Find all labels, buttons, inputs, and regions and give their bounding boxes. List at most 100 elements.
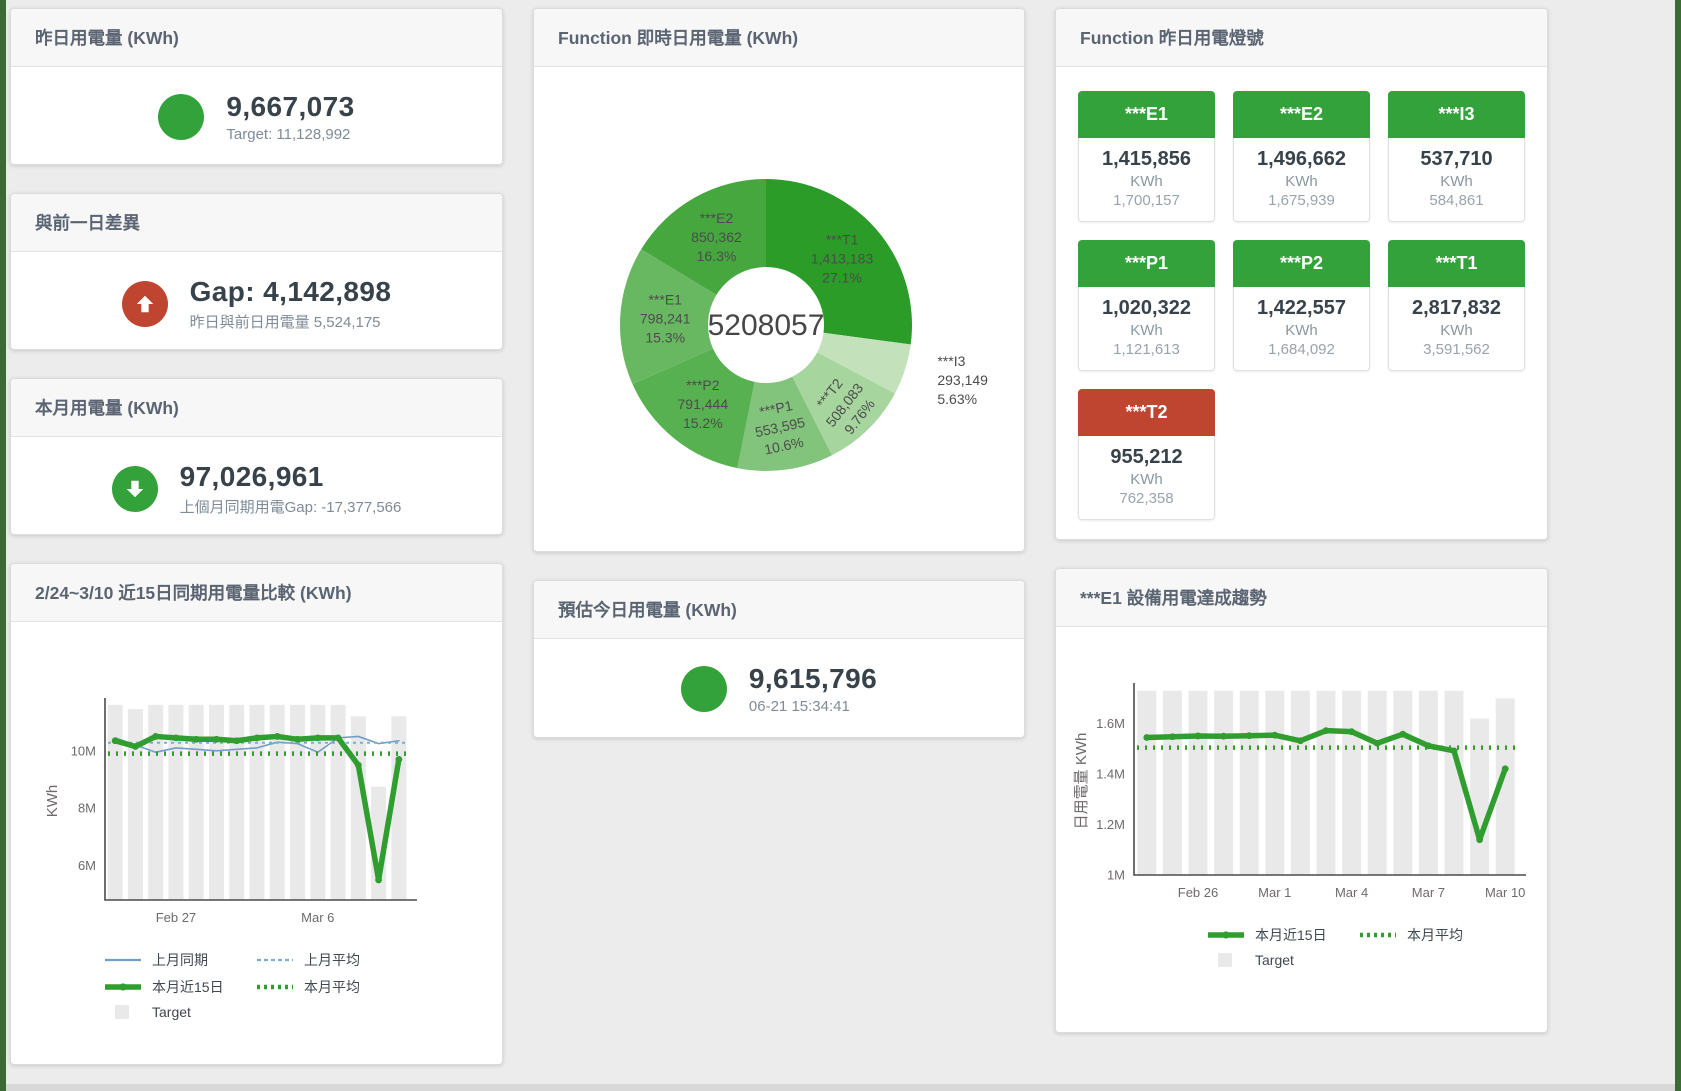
light-tile-P2[interactable]: ***P2 1,422,557 KWh 1,684,092 — [1233, 240, 1370, 371]
light-tile-E2[interactable]: ***E2 1,496,662 KWh 1,675,939 — [1233, 91, 1370, 222]
light-tile-T2[interactable]: ***T2 955,212 KWh 762,358 — [1078, 389, 1215, 520]
legend-row: Target — [103, 1004, 502, 1020]
card-realtime-donut: Function 即時日用電量 (KWh) ***T1 1,413,183 27.1… — [533, 8, 1025, 552]
stat-text: 97,026,961 上個月同期用電Gap: -17,377,566 — [180, 461, 402, 517]
stat-value: 9,615,796 — [748, 663, 878, 694]
donut-segment-T1[interactable] — [766, 179, 912, 345]
legend-label: 本月近15日 — [152, 979, 224, 995]
legend-label: 上月同期 — [152, 952, 208, 968]
donut-segment-I3[interactable] — [817, 332, 911, 394]
svg-text:1.6M: 1.6M — [1096, 716, 1125, 731]
legend-item[interactable]: 上月同期 — [103, 950, 255, 970]
panel-title: 昨日用電量 (KWh) — [11, 9, 502, 67]
tile-target-value: 1,675,939 — [1268, 192, 1335, 209]
legend-swatch-dashed — [257, 958, 293, 962]
legend-item[interactable]: 本月近15日 — [1206, 925, 1358, 945]
e1-trend-chart-canvas: 1M 1.2M 1.4M 1.6M Feb 26 Mar 1 Mar 4 Mar 7 Mar 1… — [1073, 683, 1526, 900]
legend-row: 本月近15日 本月平均 — [103, 977, 502, 997]
tile-target-value: 1,684,092 — [1268, 341, 1335, 358]
status-circle-icon — [158, 94, 205, 140]
legend-label: 本月平均 — [304, 979, 360, 995]
svg-text:Feb 26: Feb 26 — [1178, 885, 1218, 900]
svg-text:KWh: KWh — [44, 785, 61, 818]
stat-value: 97,026,961 — [179, 461, 324, 492]
tile-status-header: ***P2 — [1233, 240, 1370, 287]
light-tile-P1[interactable]: ***P1 1,020,322 KWh 1,121,613 — [1078, 240, 1215, 371]
legend-item[interactable]: 本月平均 — [1358, 925, 1510, 945]
panel-title: 2/24~3/10 近15日同期用電量比較 (KWh) — [11, 564, 502, 622]
stat-value: 9,667,073 — [226, 91, 355, 122]
legend-swatch-dotted — [1360, 932, 1396, 938]
dashboard: 昨日用電量 (KWh) 9,667,073 Target: 11,128,992… — [10, 8, 1548, 1065]
light-tile-E1[interactable]: ***E1 1,415,856 KWh 1,700,157 — [1078, 91, 1215, 222]
donut-segment-P2[interactable] — [632, 348, 755, 469]
right-edge-strip — [1675, 0, 1681, 1091]
donut-area: ***T1 1,413,183 27.1% ***I3 293,149 5.63% ***T… — [534, 67, 1024, 535]
svg-text:***T1: ***T1 — [826, 232, 859, 248]
panel-title: 本月用電量 (KWh) — [11, 379, 502, 437]
donut-segment-E2[interactable] — [641, 179, 766, 295]
tile-unit: KWh — [1130, 471, 1163, 488]
donut-segment-E1[interactable] — [620, 249, 717, 385]
stat-body: 97,026,961 上個月同期用電Gap: -17,377,566 — [11, 437, 502, 534]
legend-item[interactable]: 本月平均 — [255, 977, 407, 997]
donut-segment-P1[interactable] — [737, 376, 832, 471]
tile-unit: KWh — [1130, 322, 1163, 339]
svg-text:8M: 8M — [78, 801, 96, 816]
light-tile-T1[interactable]: ***T1 2,817,832 KWh 3,591,562 — [1388, 240, 1525, 371]
donut-center-total: 5208057 — [708, 309, 825, 342]
svg-text:293,149: 293,149 — [937, 372, 988, 388]
light-tile-I3[interactable]: ***I3 537,710 KWh 584,861 — [1388, 91, 1525, 222]
stat-text: 9,667,073 Target: 11,128,992 — [226, 91, 354, 143]
tile-status-header: ***T2 — [1078, 389, 1215, 436]
lights-grid: ***E1 1,415,856 KWh 1,700,157 ***E2 1,496,662… — [1056, 67, 1547, 539]
svg-text:1.2M: 1.2M — [1096, 817, 1125, 832]
tile-status-header: ***E2 — [1233, 91, 1370, 138]
right-column: Function 昨日用電燈號 ***E1 1,415,856 KWh 1,700,1… — [1055, 8, 1548, 1065]
tile-body: 1,020,322 KWh 1,121,613 — [1078, 287, 1215, 371]
card-yesterday-usage: 昨日用電量 (KWh) 9,667,073 Target: 11,128,992 — [10, 8, 503, 165]
svg-text:5.63%: 5.63% — [937, 391, 977, 407]
legend-item[interactable]: 上月平均 — [255, 950, 407, 970]
legend-label: 本月近15日 — [1255, 927, 1327, 943]
donut-segment-T2[interactable] — [792, 352, 895, 456]
stat-value: Gap: 4,142,898 — [189, 276, 392, 307]
chart-area: 1M 1.2M 1.4M 1.6M Feb 26 Mar 1 Mar 4 Mar 7 Mar 1… — [1056, 627, 1547, 968]
left-column: 昨日用電量 (KWh) 9,667,073 Target: 11,128,992… — [10, 8, 503, 1065]
svg-text:15.2%: 15.2% — [683, 415, 723, 431]
svg-text:***P2: ***P2 — [686, 377, 720, 393]
tile-value: 1,496,662 — [1257, 148, 1346, 170]
svg-text:791,444: 791,444 — [678, 396, 729, 412]
svg-text:10M: 10M — [71, 743, 96, 758]
legend-item[interactable]: Target — [1206, 952, 1358, 968]
tile-body: 2,817,832 KWh 3,591,562 — [1388, 287, 1525, 371]
tile-value: 2,817,832 — [1412, 297, 1501, 319]
tile-status-header: ***E1 — [1078, 91, 1215, 138]
tile-unit: KWh — [1130, 173, 1163, 190]
legend-item[interactable]: 本月近15日 — [103, 977, 255, 997]
legend-row: Target — [1206, 952, 1547, 968]
legend-swatch-bar — [115, 1005, 129, 1019]
legend-item[interactable]: Target — [103, 1004, 255, 1020]
legend-row: 上月同期 上月平均 — [103, 950, 502, 970]
svg-text:16.3%: 16.3% — [697, 248, 737, 264]
tile-body: 955,212 KWh 762,358 — [1078, 436, 1215, 520]
svg-text:Mar 1: Mar 1 — [1258, 885, 1291, 900]
left-edge-strip — [0, 0, 6, 1091]
compare15-chart-canvas: 6M 8M 10M Feb 27 Mar 6 KWh — [44, 698, 417, 925]
svg-text:1,413,183: 1,413,183 — [811, 251, 873, 267]
svg-text:***E2: ***E2 — [700, 210, 734, 226]
chart-legend: 本月近15日 本月平均 Target — [1206, 925, 1547, 968]
stat-subtitle: 06-21 15:34:41 — [748, 698, 850, 715]
tile-body: 1,415,856 KWh 1,700,157 — [1078, 138, 1215, 222]
tile-body: 1,422,557 KWh 1,684,092 — [1233, 287, 1370, 371]
legend-swatch-bar — [1218, 953, 1232, 967]
stat-subtitle: Target: 11,128,992 — [226, 126, 351, 143]
tile-target-value: 762,358 — [1119, 490, 1174, 507]
tile-unit: KWh — [1285, 322, 1318, 339]
svg-text:850,362: 850,362 — [691, 229, 742, 245]
tile-value: 537,710 — [1420, 148, 1493, 170]
svg-text:798,241: 798,241 — [640, 311, 691, 327]
panel-title: 預估今日用電量 (KWh) — [534, 581, 1024, 639]
panel-title: 與前一日差異 — [11, 194, 502, 252]
